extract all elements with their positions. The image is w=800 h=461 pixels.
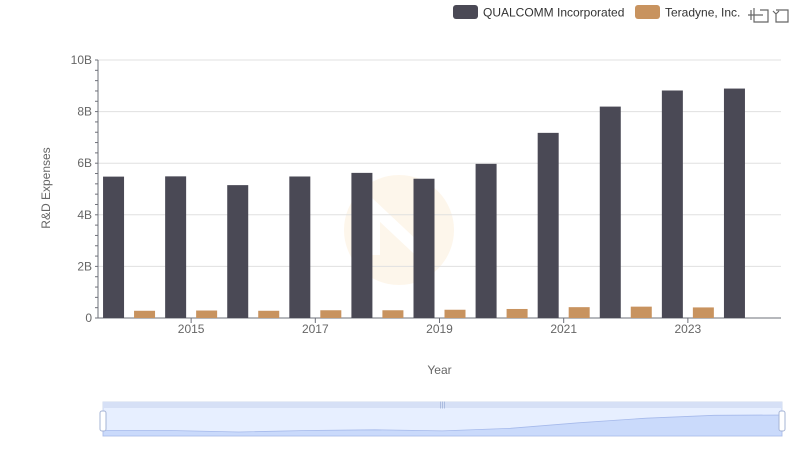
- y-tick-label: 2B: [77, 259, 92, 273]
- y-axis-title: R&D Expenses: [39, 147, 53, 228]
- restore-icon[interactable]: [772, 9, 789, 23]
- legend-item-qualcomm[interactable]: QUALCOMM Incorporated: [453, 5, 624, 20]
- x-axis-title: Year: [427, 363, 451, 377]
- legend-swatch-qualcomm: [453, 5, 478, 19]
- x-tick-label: 2017: [302, 322, 329, 336]
- bar-qualcomm[interactable]: [723, 88, 745, 318]
- x-tick-label: 2023: [675, 322, 702, 336]
- bar-qualcomm[interactable]: [661, 90, 683, 318]
- legend-label-qualcomm: QUALCOMM Incorporated: [483, 6, 624, 20]
- y-tick-label: 10B: [71, 53, 92, 67]
- y-tick-label: 6B: [77, 156, 92, 170]
- legend[interactable]: QUALCOMM Incorporated Teradyne, Inc.: [453, 5, 740, 20]
- y-axis: 0 2B 4B 6B 8B 10B: [71, 53, 99, 325]
- data-zoom-preview: [102, 414, 783, 437]
- bar-teradyne[interactable]: [258, 310, 280, 318]
- bar-teradyne[interactable]: [382, 310, 404, 318]
- x-axis: 2015 2017 2019 2021 2023: [98, 317, 781, 336]
- legend-swatch-teradyne: [635, 5, 660, 19]
- bar-qualcomm[interactable]: [475, 163, 497, 318]
- data-zoom-top-bar[interactable]: [103, 402, 782, 408]
- bar-qualcomm[interactable]: [537, 132, 559, 318]
- bar-teradyne[interactable]: [320, 310, 342, 318]
- data-zoom-right-handle[interactable]: [778, 410, 786, 432]
- y-tick-label: 4B: [77, 208, 92, 222]
- x-tick-label: 2019: [426, 322, 453, 336]
- bar-teradyne[interactable]: [506, 308, 528, 318]
- bar-qualcomm[interactable]: [165, 176, 187, 318]
- y-tick-label: 8B: [77, 105, 92, 119]
- bars: [103, 88, 745, 318]
- bar-qualcomm[interactable]: [413, 178, 435, 318]
- bar-teradyne[interactable]: [196, 310, 218, 318]
- bar-teradyne[interactable]: [692, 307, 714, 318]
- x-tick-label: 2021: [550, 322, 577, 336]
- bar-teradyne[interactable]: [630, 306, 652, 318]
- legend-label-teradyne: Teradyne, Inc.: [665, 6, 740, 20]
- bar-qualcomm[interactable]: [227, 185, 249, 318]
- data-zoom-left-handle[interactable]: [99, 410, 107, 432]
- data-zoom-grip-icon: |||: [440, 402, 446, 409]
- bar-teradyne[interactable]: [568, 307, 590, 318]
- bar-teradyne[interactable]: [134, 310, 156, 318]
- bar-qualcomm[interactable]: [103, 176, 125, 318]
- data-zoom-slider[interactable]: |||: [99, 401, 786, 437]
- zoom-select-icon[interactable]: [748, 8, 769, 23]
- y-tick-label: 0: [85, 311, 92, 325]
- bar-qualcomm[interactable]: [351, 172, 373, 318]
- bar-teradyne[interactable]: [444, 309, 466, 318]
- x-tick-label: 2015: [178, 322, 205, 336]
- bar-qualcomm[interactable]: [599, 106, 621, 318]
- bar-qualcomm[interactable]: [289, 176, 311, 318]
- legend-item-teradyne[interactable]: Teradyne, Inc.: [635, 5, 740, 20]
